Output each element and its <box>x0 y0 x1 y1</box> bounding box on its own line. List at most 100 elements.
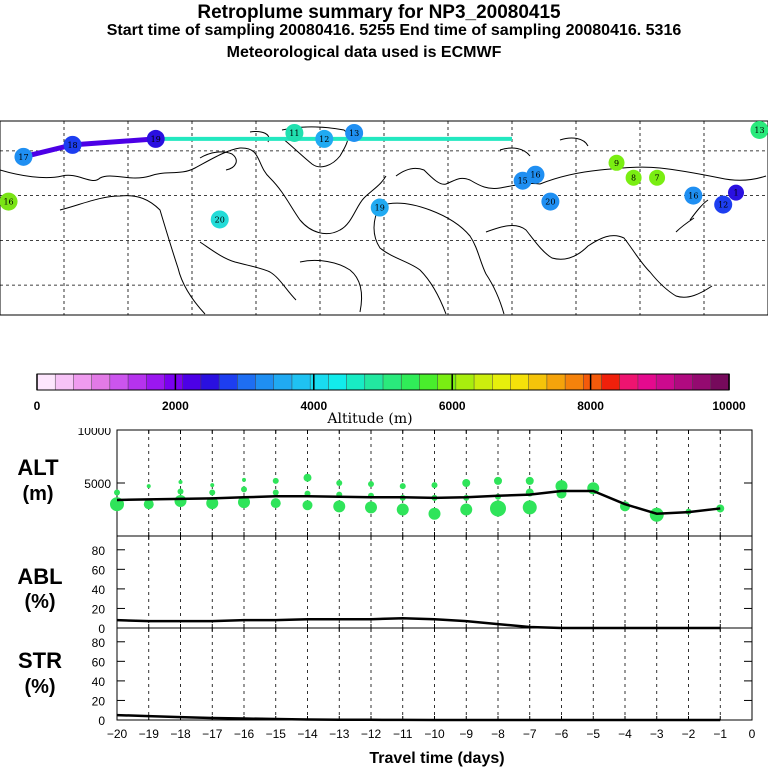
alt-point <box>241 486 247 493</box>
coast-arctic-islands <box>199 131 589 171</box>
abl-ytick-label: 60 <box>92 563 106 577</box>
colorbar-cell <box>601 373 621 391</box>
colorbar-cell <box>364 373 384 391</box>
map-point-marker <box>210 210 229 229</box>
alt-point <box>522 500 537 515</box>
x-tick-label: −20 <box>107 727 128 741</box>
colorbar-cell <box>164 373 184 391</box>
panel-gridlines <box>117 429 752 721</box>
colorbar-tick-label: 2000 <box>162 399 189 413</box>
colorbar-ticks: 0 2000 4000 6000 8000 10000 <box>34 374 746 413</box>
colorbar-cell <box>328 373 348 391</box>
coast-greenland <box>281 126 349 168</box>
colorbar-cell <box>400 373 421 391</box>
map-point-label: 12 <box>718 201 728 210</box>
alt-point <box>210 483 215 488</box>
coast-asia <box>485 166 767 298</box>
abl-ylabel-unit: (%) <box>24 591 55 613</box>
alt-point <box>525 476 534 485</box>
colorbar-cell <box>583 373 603 391</box>
abl-ytick-label: 20 <box>92 602 106 616</box>
map-point-label: 19 <box>375 204 385 213</box>
alt-ytick-label: 5000 <box>84 477 111 491</box>
colorbar-cell <box>291 373 311 391</box>
map-point-label: 16 <box>3 198 13 207</box>
colorbar-cell <box>255 373 275 391</box>
map-point-marker <box>625 169 642 186</box>
panel-tick-labels: 500010000ALT(m)020406080ABL(%)020406080S… <box>17 428 755 767</box>
x-tick-label: −10 <box>424 727 445 741</box>
map-point-marker <box>285 123 304 142</box>
x-tick-label: −12 <box>361 727 382 741</box>
coast-europe <box>395 167 541 189</box>
colorbar-tick-label: 4000 <box>300 399 327 413</box>
colorbar-cell <box>218 373 239 391</box>
map-point-marker <box>63 135 82 154</box>
alt-point <box>336 480 343 486</box>
abl-ytick-label: 0 <box>98 622 105 636</box>
colorbar-cell <box>674 373 694 391</box>
x-tick-label: −2 <box>682 727 696 741</box>
x-tick-label: −4 <box>618 727 632 741</box>
alt-point <box>272 489 279 496</box>
abl-ytick-label: 80 <box>92 544 106 558</box>
map-point-marker <box>370 198 389 217</box>
colorbar-cell <box>36 373 56 391</box>
map-point-label: 8 <box>631 174 636 183</box>
colorbar-cell <box>109 373 129 391</box>
coast-central-america <box>199 241 297 301</box>
alt-point <box>431 482 438 489</box>
alt-point <box>174 495 187 508</box>
map-point-marker <box>345 123 364 142</box>
map-point-label: 16 <box>688 192 698 201</box>
colorbar-cell <box>437 373 457 391</box>
colorbar-cell <box>200 373 220 391</box>
alt-point <box>242 477 246 482</box>
alt-point <box>365 501 377 514</box>
colorbar-cell <box>546 373 566 391</box>
map-point-marker <box>14 147 33 166</box>
x-tick-label: −13 <box>329 727 350 741</box>
x-tick-label: −3 <box>650 727 664 741</box>
alt-point <box>206 497 219 510</box>
x-tick-label: −9 <box>459 727 473 741</box>
alt-mean-line <box>116 489 721 515</box>
colorbar-cell <box>619 373 639 391</box>
colorbar-cell <box>473 373 494 391</box>
coast-japan <box>675 199 709 233</box>
map-point-label: 16 <box>530 171 540 180</box>
time-series-panels: 500010000ALT(m)020406080ABL(%)020406080S… <box>17 428 755 767</box>
x-tick-label: −16 <box>234 727 255 741</box>
coast-north-america <box>0 147 387 315</box>
x-tick-label: −14 <box>297 727 318 741</box>
alt-point <box>177 488 184 495</box>
colorbar-cell <box>528 373 548 391</box>
alt-point <box>428 507 441 520</box>
colorbar-cell <box>127 373 148 391</box>
map-point-label: 18 <box>67 141 77 150</box>
alt-point <box>238 496 250 509</box>
map-point-label: 20 <box>545 198 555 207</box>
alt-point <box>399 483 406 490</box>
colorbar-cell <box>564 373 585 391</box>
colorbar-cell <box>73 373 93 391</box>
colorbar-cell <box>346 373 366 391</box>
colorbar-cell <box>309 373 330 391</box>
colorbar-tick-label: 0 <box>34 399 41 413</box>
map-point-label: 17 <box>18 153 28 162</box>
colorbar-cell <box>146 373 166 391</box>
alt-point <box>209 489 216 496</box>
colorbar-cell <box>54 373 75 391</box>
alt-point <box>333 500 346 513</box>
colorbar-cell <box>419 373 439 391</box>
alt-point <box>302 500 313 511</box>
map-point-marker <box>541 192 560 211</box>
str-ytick-label: 60 <box>92 655 106 669</box>
map-gridlines <box>0 121 768 315</box>
alt-point <box>270 498 281 509</box>
map-point-marker <box>608 154 625 171</box>
alt-point <box>555 480 568 493</box>
colorbar-cell <box>91 373 111 391</box>
abl-ytick-label: 40 <box>92 583 106 597</box>
colorbar-cell <box>637 373 657 391</box>
